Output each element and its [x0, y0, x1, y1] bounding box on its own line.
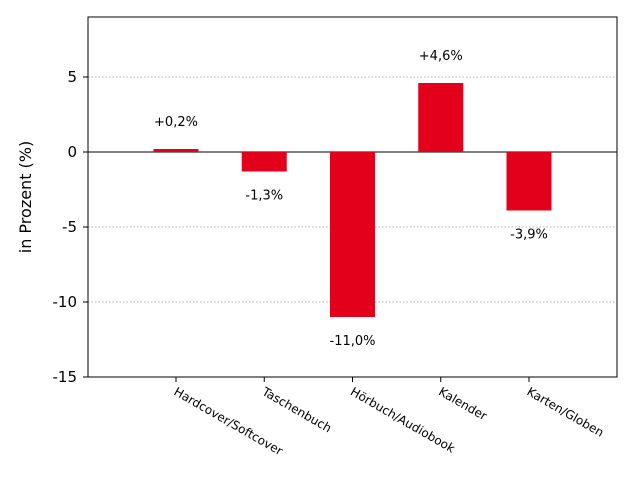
y-tick-label: 5 [67, 68, 77, 86]
data-label: -1,3% [245, 189, 283, 204]
x-tick-label: Taschenbuch [259, 384, 334, 435]
data-label: +0,2% [154, 115, 198, 130]
bar [506, 152, 552, 211]
data-label: -3,9% [510, 228, 548, 243]
data-label: +4,6% [419, 49, 463, 64]
bars [153, 83, 552, 317]
bar [241, 152, 287, 172]
y-axis-label: in Prozent (%) [16, 141, 35, 253]
bar [418, 83, 464, 152]
y-axis-ticks: 5 0 -5 -10 -15 [53, 68, 88, 386]
bar [153, 149, 199, 152]
data-label: -11,0% [330, 334, 376, 349]
y-tick-label: -5 [62, 218, 77, 236]
plot-frame [87, 16, 618, 378]
x-tick-label: Karten/Globen [525, 384, 607, 439]
bar [330, 152, 375, 317]
data-labels: +0,2% -1,3% -11,0% +4,6% -3,9% [154, 49, 548, 349]
y-tick-label: -10 [53, 293, 78, 311]
y-tick-label: -15 [53, 368, 78, 386]
y-tick-label: 0 [67, 143, 77, 161]
x-tick-label: Kalender [436, 384, 489, 423]
